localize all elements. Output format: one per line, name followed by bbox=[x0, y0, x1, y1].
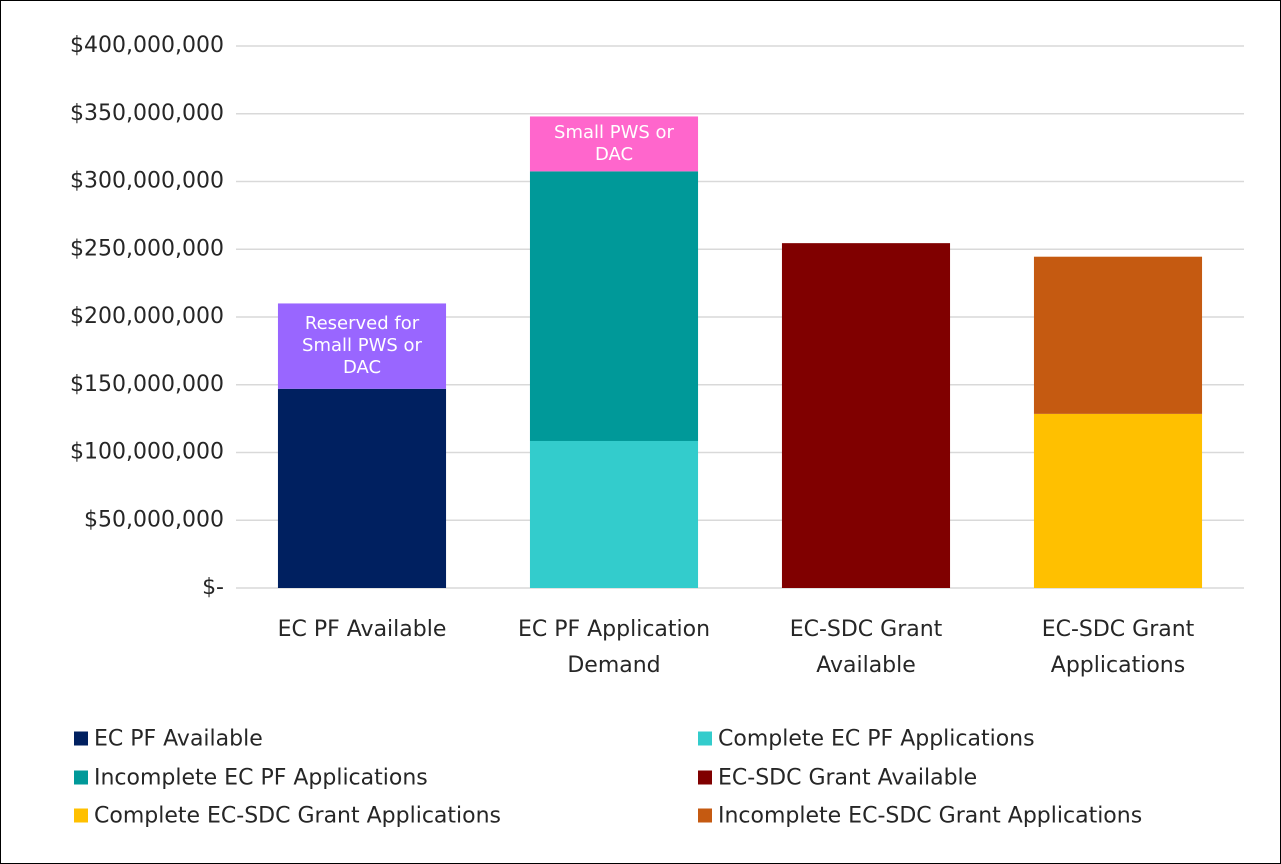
legend-item: Incomplete EC PF Applications bbox=[74, 765, 428, 790]
x-tick-label: EC-SDC Grant Available bbox=[789, 617, 943, 678]
bar-segment bbox=[1033, 256, 1203, 414]
bar-segment bbox=[1033, 413, 1203, 588]
legend-label: Complete EC PF Applications bbox=[718, 726, 1035, 752]
legend-swatch bbox=[74, 731, 88, 746]
y-tick-label: $250,000,000 bbox=[70, 236, 224, 261]
legend-swatch bbox=[74, 770, 88, 784]
legend-label: EC PF Available bbox=[94, 726, 263, 752]
legend-label: Incomplete EC PF Applications bbox=[94, 765, 428, 790]
legend-swatch bbox=[698, 808, 712, 823]
y-tick-label: $350,000,000 bbox=[70, 101, 224, 126]
bar-segment bbox=[277, 388, 447, 588]
legend-item: EC-SDC Grant Available bbox=[698, 765, 977, 790]
bar-segment bbox=[529, 116, 699, 172]
y-tick-label: $- bbox=[202, 575, 224, 600]
legend-label: Complete EC-SDC Grant Applications bbox=[94, 803, 501, 829]
legend-item: Complete EC PF Applications bbox=[698, 727, 1035, 752]
bar-segment bbox=[277, 303, 447, 389]
bar-segment bbox=[781, 243, 951, 588]
y-tick-label: $100,000,000 bbox=[70, 440, 224, 465]
bar-segment bbox=[529, 171, 699, 441]
y-tick-label: $50,000,000 bbox=[84, 507, 224, 532]
legend-item: EC PF Available bbox=[74, 727, 263, 752]
x-tick-label: EC-SDC Grant Applications bbox=[1041, 617, 1195, 678]
legend-swatch bbox=[698, 770, 712, 784]
legend-swatch bbox=[74, 808, 88, 823]
y-tick-label: $150,000,000 bbox=[70, 372, 224, 397]
segment-label: Small PWS or DAC bbox=[554, 121, 674, 165]
legend-item: Complete EC-SDC Grant Applications bbox=[74, 804, 501, 829]
segment-label: Reserved for Small PWS or DAC bbox=[302, 313, 422, 379]
legend-item: Incomplete EC-SDC Grant Applications bbox=[698, 804, 1142, 829]
legend-label: Incomplete EC-SDC Grant Applications bbox=[718, 803, 1143, 829]
legend-swatch bbox=[698, 731, 712, 746]
y-tick-label: $400,000,000 bbox=[70, 33, 224, 58]
x-tick-label: EC PF Application Demand bbox=[517, 617, 711, 678]
legend-label: EC-SDC Grant Available bbox=[718, 765, 978, 790]
y-tick-label: $200,000,000 bbox=[70, 304, 224, 329]
y-tick-label: $300,000,000 bbox=[70, 169, 224, 194]
bar-segment bbox=[529, 440, 699, 588]
x-tick-label: EC PF Available bbox=[277, 617, 447, 642]
